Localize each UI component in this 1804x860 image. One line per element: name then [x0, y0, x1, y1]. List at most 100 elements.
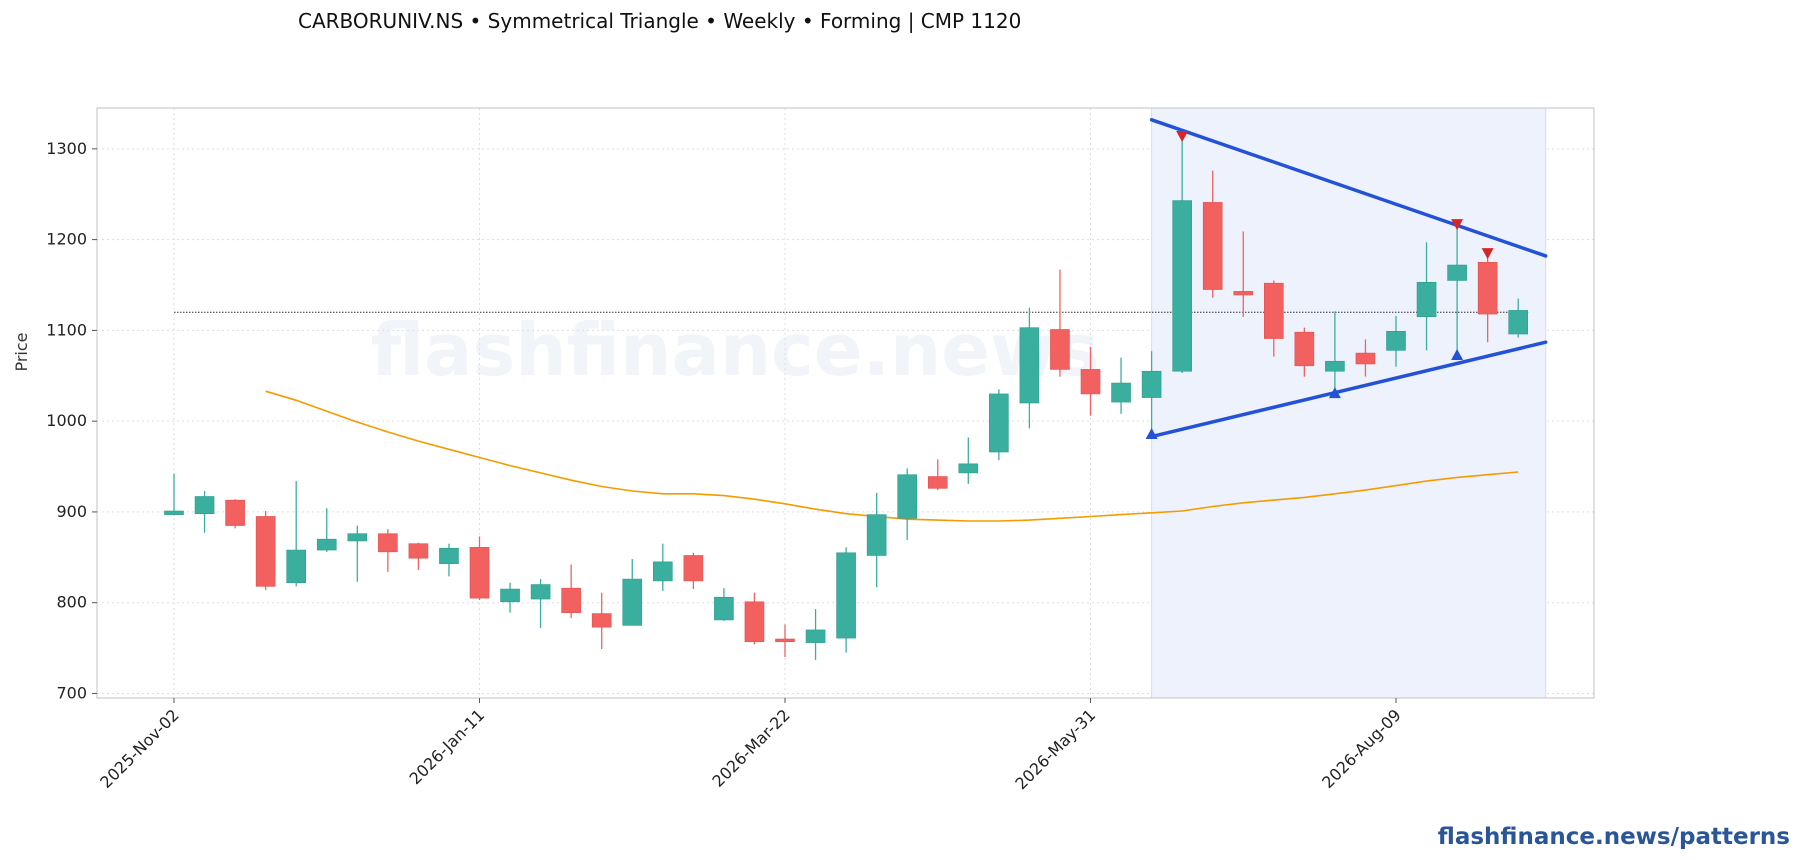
candle — [714, 588, 734, 621]
candle-body — [927, 476, 948, 489]
candle — [439, 543, 459, 577]
x-axis: 2025-Nov-02 2026-Jan-11 2026-Mar-22 2026-Ma… — [96, 698, 1405, 793]
footer-link[interactable]: flashfinance.news/patterns — [1438, 824, 1790, 850]
candle — [1141, 351, 1162, 433]
y-tick-label: 900 — [56, 502, 87, 521]
candle-body — [347, 533, 368, 542]
candle-body — [775, 638, 795, 643]
candle-body — [1508, 310, 1528, 335]
candle — [1080, 346, 1101, 416]
candle-body — [408, 543, 429, 559]
candle — [989, 389, 1009, 461]
candle-body — [1386, 330, 1406, 351]
candle-body — [1111, 382, 1131, 403]
candle-body — [805, 629, 826, 643]
candle — [1202, 170, 1223, 298]
candle-body — [1141, 370, 1162, 398]
candle-body — [1416, 281, 1437, 318]
candle — [255, 511, 276, 590]
candle — [1233, 231, 1254, 317]
candle-body — [1355, 352, 1376, 365]
y-axis-label: Price — [12, 332, 31, 371]
candle-body — [1477, 262, 1498, 315]
candle — [316, 508, 337, 552]
candle-body — [1233, 291, 1254, 296]
y-tick-label: 800 — [56, 593, 87, 612]
trendlines — [1149, 118, 1548, 439]
candle — [1325, 311, 1345, 393]
candle — [1386, 315, 1406, 367]
plot-border — [96, 107, 1595, 699]
candle — [1019, 307, 1040, 429]
candle-body — [164, 510, 184, 515]
candle — [1477, 254, 1498, 343]
candle-body — [255, 516, 276, 587]
lower-trendline — [1149, 340, 1548, 439]
candle — [469, 536, 490, 600]
candle-body — [1050, 329, 1070, 370]
pivot-high-marker — [1481, 248, 1494, 260]
candle-body — [1202, 202, 1223, 290]
pivot-high-marker — [1176, 131, 1189, 143]
candle-body — [439, 547, 459, 564]
candle-body — [1325, 360, 1345, 372]
candle — [1294, 327, 1315, 377]
x-tick-label: 2026-May-31 — [1011, 705, 1099, 793]
candle — [622, 559, 643, 626]
candle-body — [286, 549, 307, 584]
candle — [378, 529, 398, 572]
candle-body — [500, 588, 520, 603]
candle-body — [1172, 200, 1192, 372]
candle — [1111, 357, 1131, 414]
x-tick-label: 2026-Mar-22 — [708, 705, 793, 790]
candles — [164, 137, 1528, 660]
candle-body — [866, 514, 887, 556]
pattern-zone-rect — [1151, 107, 1547, 699]
watermark: flashfinance.news — [371, 308, 1100, 392]
candle-body — [714, 596, 734, 621]
x-tick-label: 2025-Nov-02 — [96, 705, 183, 792]
candle — [1447, 225, 1467, 354]
candle — [775, 624, 795, 658]
x-tick-label: 2026-Aug-09 — [1318, 705, 1405, 792]
candle — [744, 592, 765, 645]
candle-body — [225, 499, 245, 526]
y-tick-label: 700 — [56, 683, 87, 702]
candle — [530, 579, 551, 629]
candle-body — [316, 538, 337, 551]
candle — [500, 582, 520, 613]
candle — [194, 491, 215, 533]
candle — [1172, 137, 1192, 374]
candle-body — [1294, 331, 1315, 367]
candle — [652, 543, 673, 591]
pivot-low-marker — [1145, 427, 1158, 439]
moving-average-line — [265, 390, 1519, 522]
candle-body — [469, 547, 490, 599]
candle-body — [378, 533, 398, 553]
candle-body — [561, 587, 581, 613]
candle — [1355, 339, 1376, 377]
plot-frame — [96, 107, 1595, 699]
y-tick-label: 1300 — [46, 139, 87, 158]
candle — [1264, 280, 1284, 357]
y-tick-label: 1200 — [46, 230, 87, 249]
y-axis: 700 800 900 1000 1100 1200 1300 — [46, 139, 97, 702]
y-tick-label: 1000 — [46, 411, 87, 430]
candle-body — [958, 463, 979, 474]
candle — [897, 468, 918, 541]
candle-body — [836, 552, 856, 639]
candle-body — [622, 578, 643, 626]
candle-body — [591, 613, 612, 628]
pattern-zone — [1151, 107, 1547, 699]
candle — [1050, 269, 1070, 377]
candle — [225, 499, 245, 529]
y-tick-label: 1100 — [46, 320, 87, 339]
candle-body — [194, 496, 215, 515]
candle — [683, 552, 704, 590]
pivot-high-marker — [1451, 219, 1464, 231]
chart-title: CARBORUNIV.NS • Symmetrical Triangle • W… — [298, 9, 1021, 33]
candle-body — [1264, 282, 1284, 339]
x-tick-label: 2026-Jan-11 — [405, 705, 488, 788]
candle-body — [652, 561, 673, 582]
